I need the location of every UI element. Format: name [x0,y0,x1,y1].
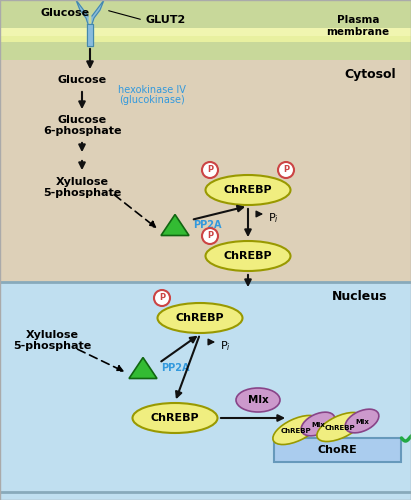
Text: P: P [283,166,289,174]
Polygon shape [76,0,88,24]
Text: ChREBP: ChREBP [175,313,224,323]
Ellipse shape [157,303,242,333]
Polygon shape [129,358,157,378]
FancyBboxPatch shape [273,438,400,462]
Ellipse shape [273,416,319,444]
Text: Xylulose: Xylulose [55,177,109,187]
Text: ChREBP: ChREBP [281,428,311,434]
Text: P$_i$: P$_i$ [268,211,279,225]
Text: PP2A: PP2A [161,363,189,373]
Text: Mlx: Mlx [355,419,369,425]
Text: (glucokinase): (glucokinase) [119,95,185,105]
Polygon shape [87,24,93,46]
Ellipse shape [206,241,291,271]
Text: Plasma
membrane: Plasma membrane [326,15,390,36]
Polygon shape [92,0,104,24]
Bar [0,28,411,36]
Text: ChoRE: ChoRE [317,445,357,455]
Ellipse shape [236,388,280,412]
Bar [0,36,411,42]
Text: Nucleus: Nucleus [332,290,388,303]
Text: ChREBP: ChREBP [151,413,199,423]
Text: P: P [207,232,213,240]
Text: GLUT2: GLUT2 [145,15,185,25]
Text: PP2A: PP2A [193,220,222,230]
Circle shape [278,162,294,178]
Ellipse shape [345,409,379,433]
Circle shape [202,162,218,178]
Circle shape [154,290,170,306]
Text: Xylulose: Xylulose [25,330,79,340]
Text: Glucose: Glucose [58,75,106,85]
Text: ChREBP: ChREBP [224,185,272,195]
Text: Mlx: Mlx [247,395,268,405]
Text: Glucose: Glucose [58,115,106,125]
Text: P: P [207,166,213,174]
Circle shape [202,228,218,244]
Text: ChREBP: ChREBP [325,425,356,431]
Text: Glucose: Glucose [40,8,90,18]
Ellipse shape [132,403,217,433]
Text: Mlx: Mlx [311,422,325,428]
Text: Cytosol: Cytosol [344,68,396,81]
Text: 6-phosphate: 6-phosphate [43,126,121,136]
Text: hexokinase IV: hexokinase IV [118,85,186,95]
Polygon shape [161,214,189,236]
Text: P: P [159,294,165,302]
Bar [0,0,411,60]
Text: ChREBP: ChREBP [224,251,272,261]
Bar [0,60,411,282]
Text: 5-phosphate: 5-phosphate [43,188,121,198]
Ellipse shape [206,175,291,205]
Text: 5-phosphate: 5-phosphate [13,341,91,351]
Ellipse shape [317,412,363,442]
Ellipse shape [301,412,335,436]
Text: P$_i$: P$_i$ [220,339,231,353]
Bar [0,282,411,500]
